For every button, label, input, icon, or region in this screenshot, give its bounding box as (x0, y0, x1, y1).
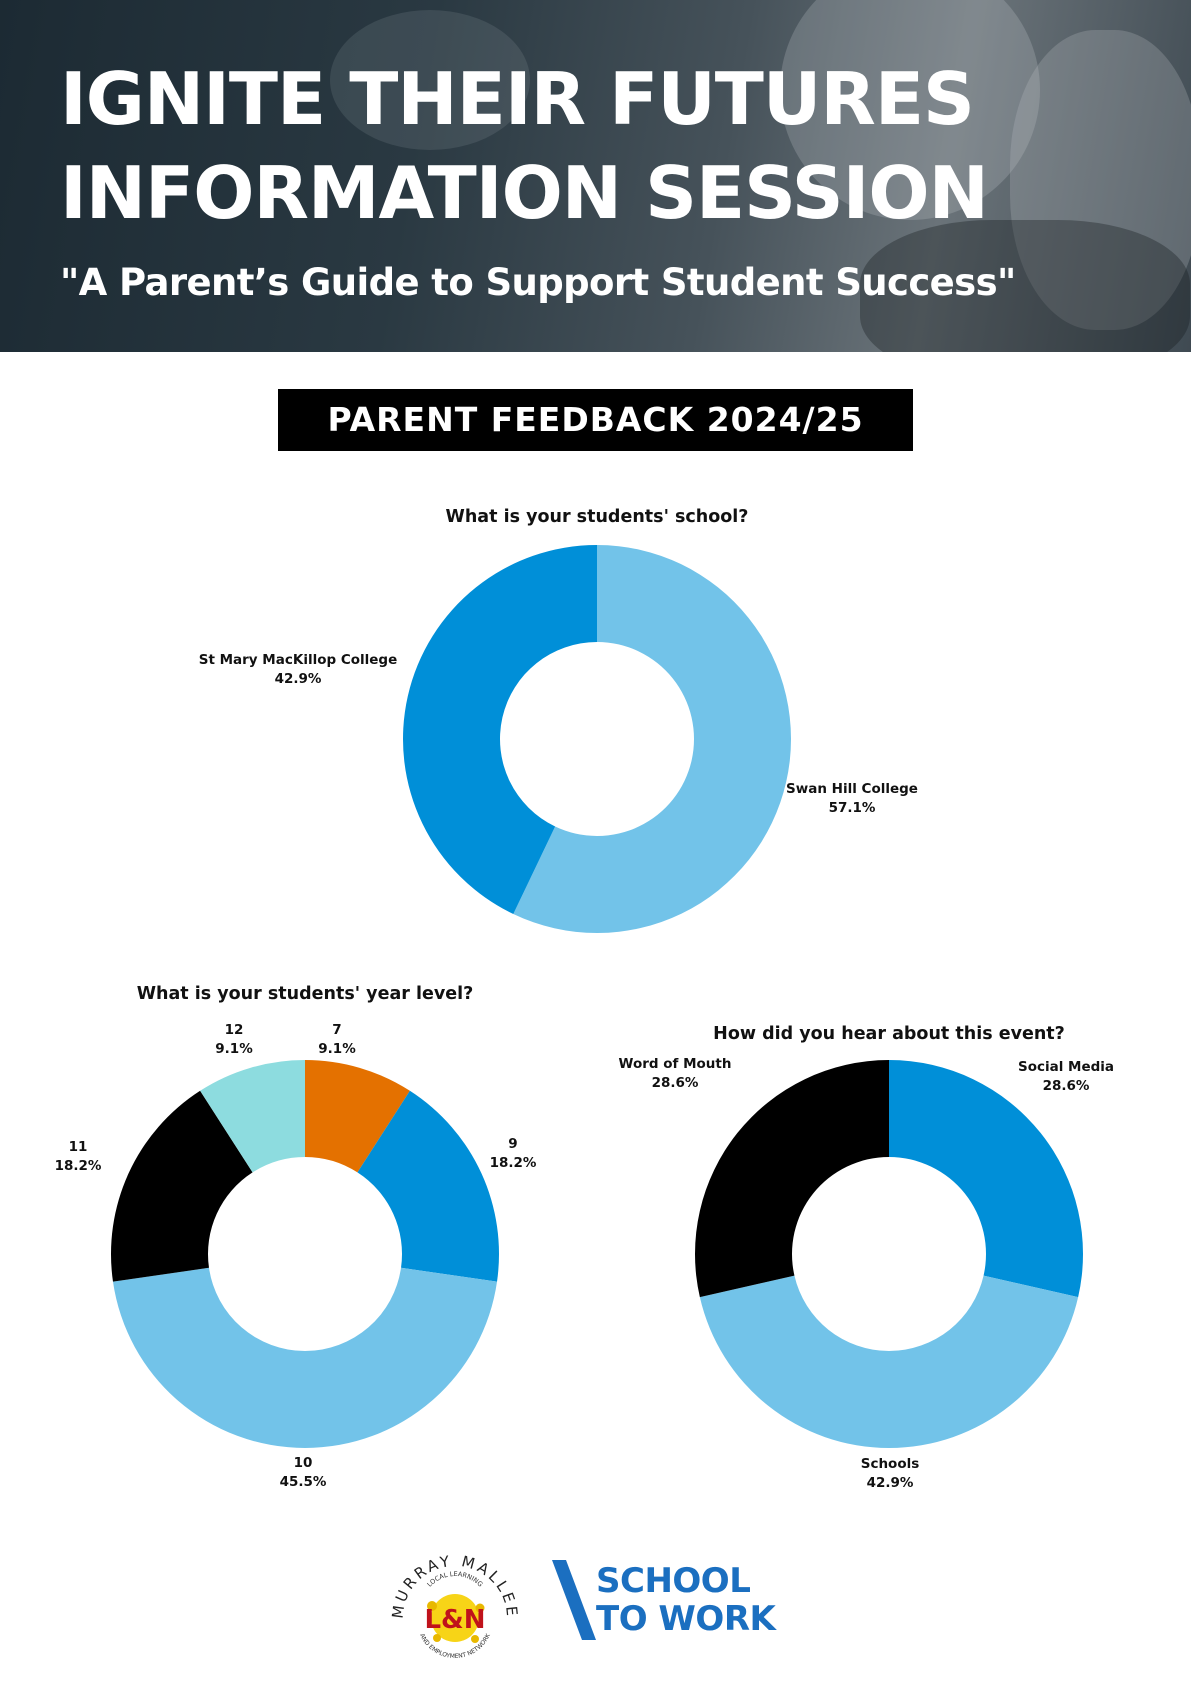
murray-mallee-llen-logo: MURRAY MALLEE LOCAL LEARNING AND EMPLOYM… (389, 1552, 519, 1660)
slice-label-12: 12 9.1% (215, 1021, 252, 1059)
logo-dot (427, 1601, 437, 1611)
donut-slice-2-word-of-mouth (694, 1060, 889, 1298)
slice-label-st-mary: St Mary MacKillop College 42.9% (199, 651, 398, 689)
chart-title-school: What is your students' school? (445, 507, 749, 527)
school-to-work-slash-icon (552, 1560, 596, 1640)
slice-label-11: 11 18.2% (55, 1138, 102, 1176)
banner-photo-shade (860, 220, 1190, 352)
slice-name: Schools (860, 1456, 920, 1472)
slice-name: 11 (68, 1139, 88, 1155)
slice-value: 9.1% (215, 1041, 253, 1057)
slice-label-9: 9 18.2% (490, 1135, 537, 1173)
slice-label-schools: Schools 42.9% (861, 1455, 920, 1493)
logo-dot (471, 1635, 479, 1643)
slice-value: 57.1% (828, 800, 876, 816)
donut-slice-1-9 (357, 1090, 499, 1282)
slice-name: St Mary MacKillop College (198, 652, 398, 668)
section-title: PARENT FEEDBACK 2024/25 (278, 389, 913, 451)
slice-label-word-of-mouth: Word of Mouth 28.6% (619, 1055, 732, 1093)
slice-label-social-media: Social Media 28.6% (1018, 1058, 1114, 1096)
slice-label-10: 10 45.5% (280, 1454, 327, 1492)
logo-yellow-circle (431, 1594, 479, 1642)
slice-value: 28.6% (651, 1075, 699, 1091)
donut-slice-1-10 (112, 1267, 498, 1448)
school-to-work-logo: SCHOOL TO WORK (596, 1561, 776, 1639)
logo-line-1: SCHOOL (596, 1561, 751, 1601)
slice-name: 12 (224, 1022, 244, 1038)
slice-value: 28.6% (1042, 1078, 1090, 1094)
banner-photo-shade (1010, 30, 1191, 330)
slice-label-swan-hill: Swan Hill College 57.1% (786, 780, 918, 818)
slice-name: Word of Mouth (618, 1056, 732, 1072)
donut-slice-2-schools (699, 1275, 1079, 1448)
slice-name: 9 (508, 1136, 518, 1152)
slice-name: Social Media (1017, 1059, 1115, 1075)
slice-name: 10 (293, 1455, 313, 1471)
donut-slice-0-swan-hill-college (513, 545, 791, 933)
title-line-2: INFORMATION SESSION (60, 151, 989, 235)
donut-slice-0-st-mary-mackillop-college (403, 545, 597, 915)
donut-slice-1-11 (110, 1090, 253, 1282)
slice-value: 45.5% (279, 1474, 327, 1490)
logo-line-2: TO WORK (596, 1599, 776, 1639)
slice-label-7: 7 9.1% (318, 1021, 355, 1059)
slice-name: 7 (332, 1022, 342, 1038)
slice-value: 18.2% (489, 1155, 537, 1171)
slice-value: 42.9% (866, 1475, 914, 1491)
page-title: IGNITE THEIR FUTURES INFORMATION SESSION (60, 52, 989, 240)
chart-title-year-level: What is your students' year level? (136, 984, 474, 1004)
slice-value: 9.1% (318, 1041, 356, 1057)
title-line-1: IGNITE THEIR FUTURES (60, 57, 975, 141)
header-banner: IGNITE THEIR FUTURES INFORMATION SESSION… (0, 0, 1191, 352)
page-subtitle: "A Parent’s Guide to Support Student Suc… (60, 261, 1016, 304)
donut-slice-1-12 (200, 1060, 305, 1173)
donut-slice-1-7 (305, 1060, 410, 1173)
logo-llen-mark: L&N (424, 1605, 485, 1635)
slice-value: 18.2% (54, 1158, 102, 1174)
logo-dot (475, 1603, 485, 1613)
slice-name: Swan Hill College (786, 781, 918, 797)
slice-value: 42.9% (274, 671, 322, 687)
banner-photo-shade (780, 0, 1040, 220)
banner-photo-shade (330, 10, 530, 150)
logo-dot (433, 1634, 441, 1642)
chart-title-hear-about: How did you hear about this event? (713, 1024, 1065, 1044)
